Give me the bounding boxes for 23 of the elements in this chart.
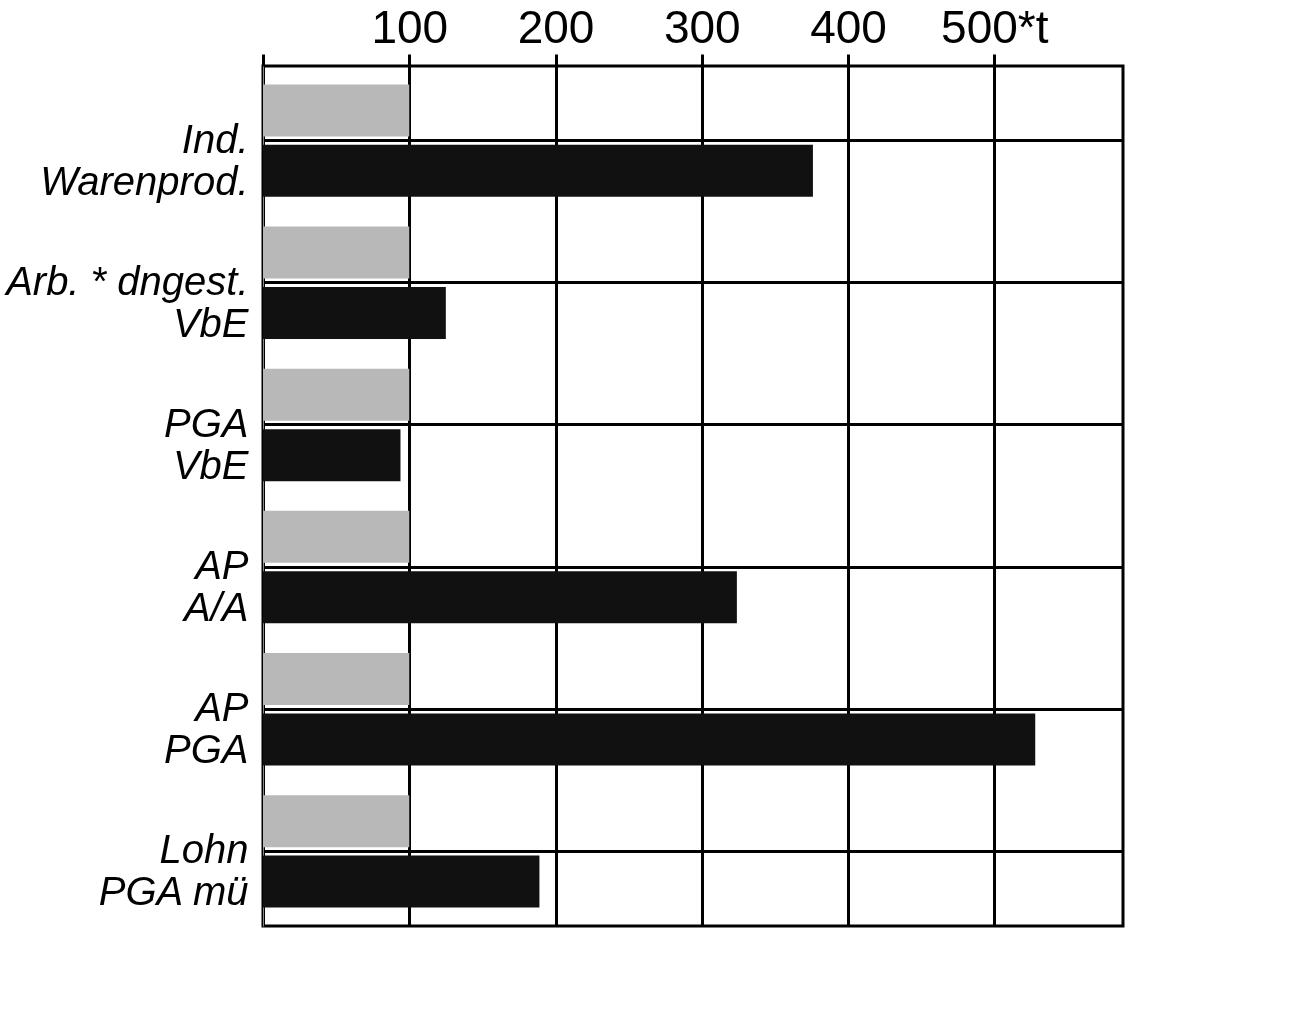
y-tick-label: Arb. * dngest. VbE (4, 258, 250, 345)
y-tick-label: AP A/A (182, 543, 249, 630)
x-tick-label: 100 (371, 0, 449, 53)
x-tick-label: 200 (517, 0, 595, 53)
x-tick-label: 400 (810, 0, 887, 53)
bar (263, 571, 737, 624)
y-tick-label: Ind. Warenprod. (40, 116, 249, 203)
bar (263, 653, 410, 706)
y-tick-label: AP PGA (164, 685, 249, 772)
bar (263, 368, 410, 421)
bar (263, 84, 410, 137)
x-tick-label: 300 (663, 0, 741, 53)
y-tick-label: PGA VbE (164, 400, 250, 487)
bar (263, 286, 446, 339)
bar (263, 226, 410, 279)
y-tick-label: Lohn PGA mü (98, 827, 249, 914)
bar (263, 713, 1036, 766)
bar (263, 855, 540, 908)
bar (263, 144, 813, 197)
bar (263, 795, 410, 848)
bar (263, 429, 401, 482)
bar (263, 510, 410, 563)
x-tick-label: 500*t (941, 0, 1049, 53)
